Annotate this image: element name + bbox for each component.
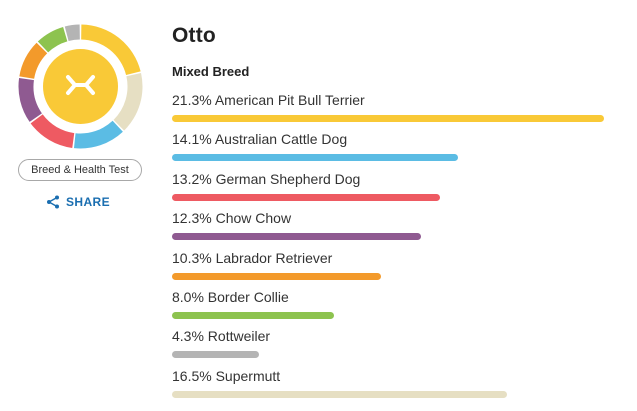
breed-bar <box>172 272 381 280</box>
breed-bar <box>172 154 458 162</box>
breed-row: 21.3% American Pit Bull Terrier <box>172 92 612 132</box>
donut-segment <box>113 73 143 131</box>
donut-segment <box>18 78 42 122</box>
breed-type-heading: Mixed Breed <box>172 64 250 79</box>
breed-label: 13.2% German Shepherd Dog <box>172 170 361 187</box>
test-type-badge[interactable]: Breed & Health Test <box>18 159 142 181</box>
dog-bone-icon <box>66 75 95 95</box>
donut-segment <box>30 114 75 148</box>
donut-segments <box>18 24 143 149</box>
breed-label: 21.3% American Pit Bull Terrier <box>172 92 365 108</box>
dog-name: Otto <box>172 24 216 47</box>
donut-segment <box>37 26 68 53</box>
breed-row: 12.3% Chow Chow <box>172 210 612 250</box>
breed-row: 16.5% Supermutt <box>172 368 612 408</box>
share-label: SHARE <box>66 195 111 209</box>
breed-label: 8.0% Border Collie <box>172 289 289 305</box>
share-icon <box>47 195 59 209</box>
donut-segment <box>81 24 141 76</box>
breed-row: 14.1% Australian Cattle Dog <box>172 131 612 171</box>
breed-label: 4.3% Rottweiler <box>172 328 271 345</box>
breed-bar <box>172 312 335 319</box>
breed-bar <box>172 233 422 241</box>
breed-bar <box>172 193 440 201</box>
ancestry-column: Otto Mixed Breed 21.3% American Pit Bull… <box>172 0 622 411</box>
breed-donut-chart <box>18 24 143 149</box>
breed-label: 16.5% Supermutt <box>172 367 281 384</box>
breed-row: 13.2% German Shepherd Dog <box>172 171 612 211</box>
breed-row: 10.3% Labrador Retriever <box>172 250 612 290</box>
breed-bar <box>172 390 507 398</box>
breed-row: 4.3% Rottweiler <box>172 328 612 368</box>
donut-segment <box>19 42 48 79</box>
share-button[interactable]: SHARE <box>46 193 110 211</box>
breed-label: 14.1% Australian Cattle Dog <box>172 131 348 148</box>
breed-label: 10.3% Labrador Retriever <box>172 249 333 266</box>
breed-row: 8.0% Border Collie <box>172 289 612 329</box>
breed-bar <box>172 351 260 359</box>
donut-segment <box>64 24 80 42</box>
breed-bar <box>172 115 604 122</box>
breed-label: 12.3% Chow Chow <box>172 210 292 227</box>
donut-segment <box>73 120 123 149</box>
profile-column: Breed & Health Test SHARE <box>0 0 162 411</box>
